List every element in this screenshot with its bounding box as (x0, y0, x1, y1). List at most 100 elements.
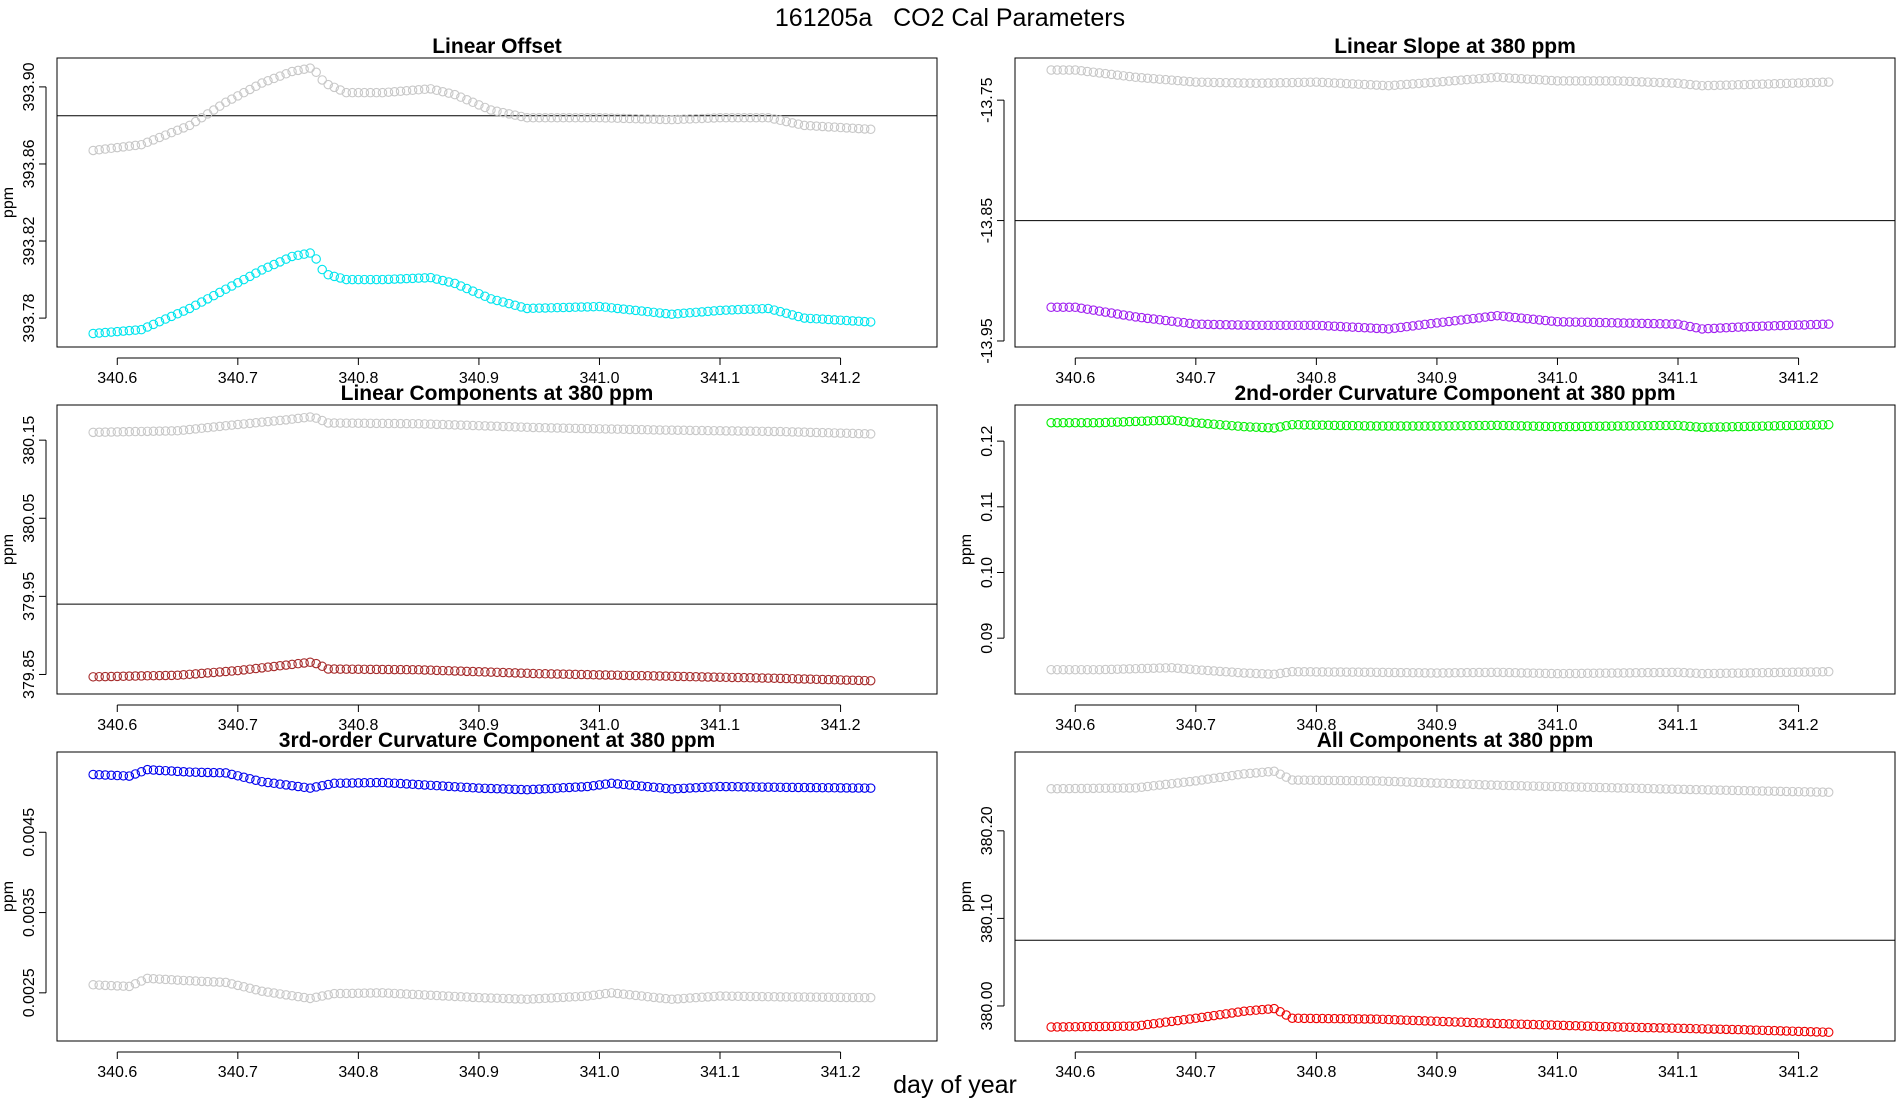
data-point (136, 671, 147, 681)
data-point (648, 114, 659, 124)
data-point (1341, 322, 1352, 332)
data-point (594, 301, 605, 312)
data-point (142, 426, 153, 437)
data-point (1468, 74, 1478, 84)
data-point (582, 669, 593, 680)
data-point (498, 107, 508, 118)
data-point (130, 140, 141, 151)
data-point (323, 664, 333, 674)
data-point (1166, 316, 1177, 326)
data-point (257, 663, 267, 673)
data-point (648, 425, 659, 435)
data-point (576, 991, 587, 1002)
data-point (859, 992, 870, 1003)
data-point (534, 784, 544, 794)
data-point (208, 767, 219, 778)
x-tick-label: 340.7 (1176, 370, 1216, 387)
data-point (1359, 1014, 1370, 1024)
data-point (1673, 78, 1683, 89)
data-point (636, 781, 647, 791)
data-point (1510, 73, 1521, 84)
data-point (1444, 668, 1454, 678)
data-point (1269, 78, 1279, 88)
data-point (829, 675, 840, 685)
data-point (835, 992, 846, 1003)
data-point (317, 264, 327, 275)
data-point (823, 314, 834, 325)
data-point (679, 671, 689, 682)
data-point (190, 767, 201, 777)
data-point (769, 992, 780, 1002)
data-point (1130, 416, 1141, 427)
data-point (251, 985, 261, 995)
data-point (1076, 417, 1087, 428)
data-point (1474, 667, 1484, 678)
data-point (1426, 77, 1436, 88)
data-point (329, 82, 340, 93)
data-point (1329, 420, 1340, 431)
data-point (160, 765, 171, 776)
data-point (697, 992, 707, 1002)
data-point (299, 249, 309, 259)
data-point (221, 977, 231, 988)
data-point (1492, 667, 1502, 678)
data-point (474, 992, 484, 1003)
data-point (1383, 421, 1394, 431)
data-point (1528, 1019, 1539, 1030)
data-point (504, 298, 514, 309)
data-point (1600, 421, 1611, 431)
data-point (1606, 668, 1617, 678)
y-tick-label: 380.15 (21, 416, 38, 465)
data-point (1751, 79, 1762, 90)
data-point (691, 113, 701, 124)
data-point (829, 428, 840, 438)
data-point (1588, 1021, 1599, 1032)
data-point (1516, 781, 1527, 791)
data-point (269, 661, 279, 672)
data-point (1094, 1021, 1105, 1032)
data-point (528, 668, 538, 679)
data-point (588, 423, 599, 434)
data-point (257, 417, 267, 427)
data-point (281, 254, 291, 264)
data-point (335, 778, 346, 788)
data-point (703, 992, 713, 1002)
data-point (697, 307, 707, 317)
data-point (1172, 778, 1183, 788)
data-point (775, 426, 786, 437)
panel-title: Linear Offset (432, 35, 562, 58)
data-point (691, 307, 701, 318)
data-point (799, 782, 810, 793)
data-point (1100, 307, 1111, 317)
data-point (606, 670, 617, 680)
data-point (504, 667, 514, 678)
data-point (1631, 421, 1641, 431)
data-point (1637, 421, 1647, 431)
data-point (1257, 767, 1267, 778)
data-point (1389, 1015, 1400, 1025)
data-point (1456, 1017, 1466, 1027)
data-point (1299, 1013, 1310, 1024)
data-point (88, 672, 98, 682)
y-tick-label: 0.09 (979, 622, 996, 653)
data-point (721, 426, 731, 436)
data-point (431, 780, 442, 791)
data-point (733, 991, 743, 1002)
figure-title: 161205a CO2 Cal Parameters (775, 4, 1125, 32)
data-point (1631, 318, 1641, 329)
data-point (94, 980, 104, 990)
data-point (178, 425, 189, 435)
data-point (510, 994, 520, 1004)
data-point (534, 112, 544, 123)
data-point (353, 778, 364, 788)
data-point (1468, 779, 1478, 790)
data-point (1582, 421, 1593, 432)
data-point (1311, 77, 1322, 87)
data-point (721, 672, 731, 683)
data-point (1197, 418, 1207, 428)
series-2 (1046, 302, 1834, 334)
data-point (606, 988, 617, 998)
data-point (233, 665, 243, 676)
data-point (94, 671, 104, 682)
data-point (257, 78, 267, 88)
